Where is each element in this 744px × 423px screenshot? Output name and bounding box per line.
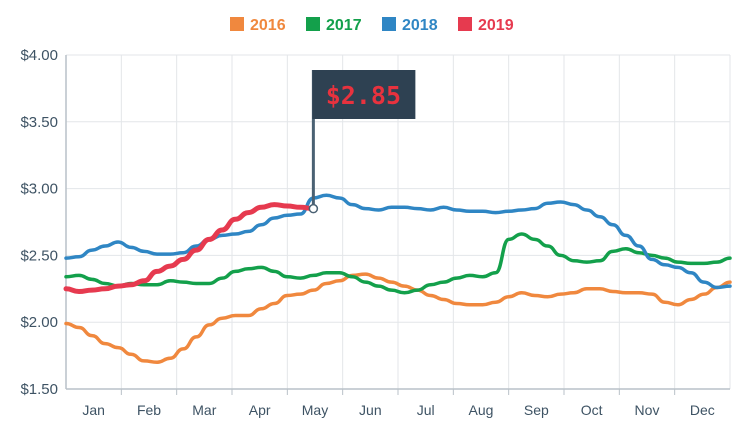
- legend-item-2018: 2018: [382, 17, 438, 34]
- price-flag-annotation: $2.85: [308, 70, 416, 214]
- x-tick-label-mar: Mar: [192, 402, 216, 418]
- series-lines: [63, 193, 732, 365]
- y-tick-label: $3.50: [20, 114, 58, 131]
- x-tick-label-aug: Aug: [469, 402, 494, 418]
- x-tick-label-dec: Dec: [690, 402, 715, 418]
- x-tick-label-jun: Jun: [359, 402, 382, 418]
- series-line-2019: [63, 202, 316, 294]
- x-tick-label-sep: Sep: [524, 402, 549, 418]
- legend-label: 2017: [326, 17, 362, 34]
- legend-item-2016: 2016: [230, 17, 286, 34]
- legend-swatch: [382, 17, 396, 31]
- x-tick-label-jul: Jul: [417, 402, 435, 418]
- y-tick-label: $1.50: [20, 381, 58, 398]
- legend: 2016 2017 2018 2019: [230, 17, 514, 34]
- series-line-2016: [64, 272, 732, 365]
- y-tick-label: $3.00: [20, 181, 58, 198]
- x-tick-label-apr: Apr: [249, 402, 271, 418]
- y-tick-label: $2.00: [20, 314, 58, 331]
- x-tick-label-jan: Jan: [82, 402, 105, 418]
- y-tick-label: $4.00: [20, 47, 58, 64]
- x-axis-ticks: Jan Feb Mar Apr May Jun Jul Aug Sep Oct Nov Dec: [82, 389, 715, 418]
- series-line-2018: [64, 193, 732, 290]
- legend-label: 2019: [478, 17, 514, 34]
- legend-swatch: [458, 17, 472, 31]
- flag-box: [312, 70, 416, 119]
- y-axis-ticks: $1.50 $2.00 $2.50 $3.00 $3.50 $4.00: [20, 47, 58, 398]
- flag-price-label: $2.85: [326, 81, 401, 110]
- legend-swatch: [230, 17, 244, 31]
- legend-label: 2018: [402, 17, 438, 34]
- legend-item-2017: 2017: [306, 17, 362, 34]
- x-tick-label-nov: Nov: [635, 402, 660, 418]
- flag-point-marker: [308, 203, 319, 214]
- series-line-2017: [64, 232, 732, 295]
- x-tick-label-feb: Feb: [137, 402, 161, 418]
- legend-item-2019: 2019: [458, 17, 514, 34]
- legend-label: 2016: [250, 17, 286, 34]
- legend-swatch: [306, 17, 320, 31]
- x-tick-label-may: May: [302, 402, 328, 418]
- x-tick-label-oct: Oct: [581, 402, 603, 418]
- y-tick-label: $2.50: [20, 247, 58, 264]
